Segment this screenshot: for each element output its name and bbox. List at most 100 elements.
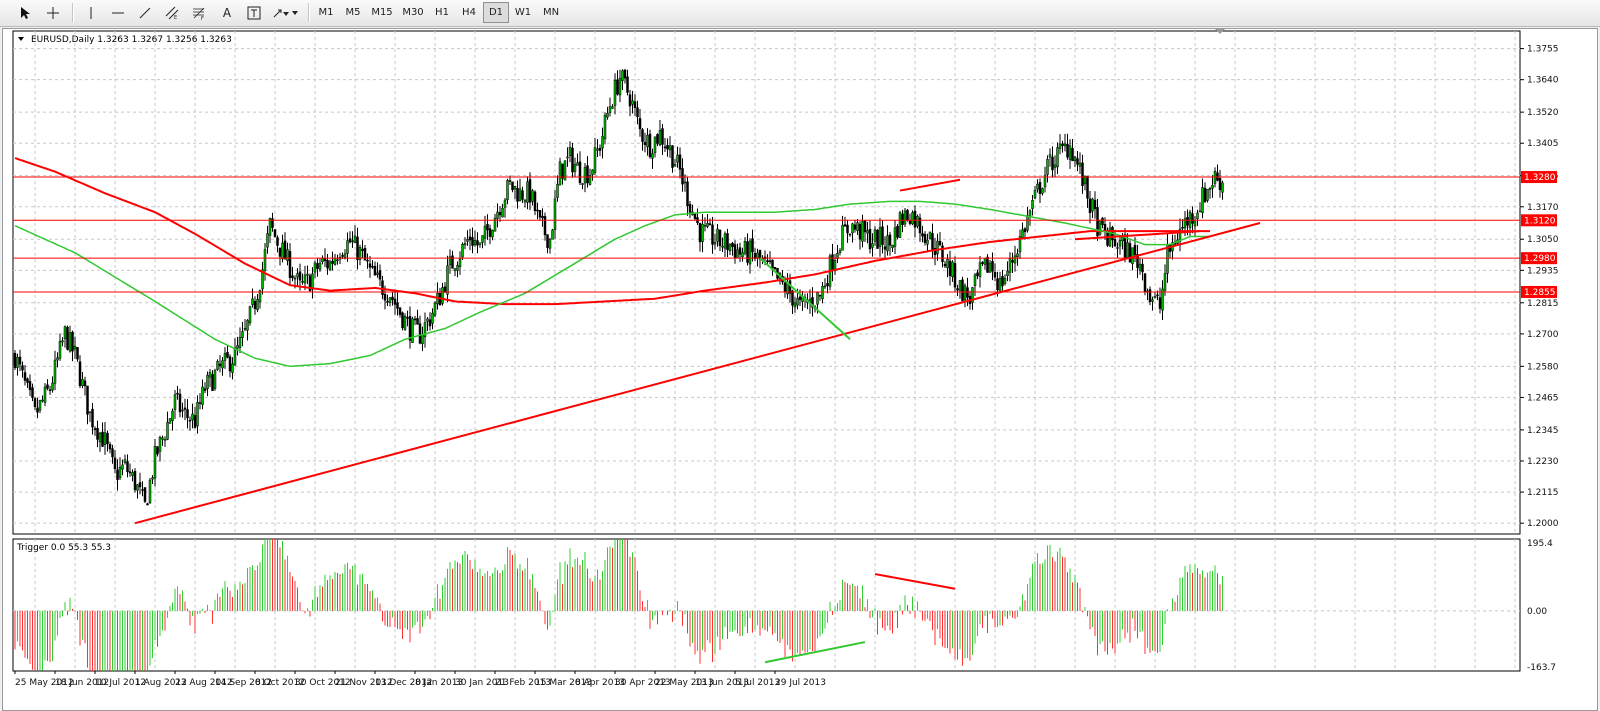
crosshair-icon[interactable] [42, 2, 64, 23]
candle [266, 233, 269, 248]
candle [311, 273, 314, 290]
candle [1161, 288, 1164, 311]
candle [711, 224, 714, 245]
candle [656, 134, 659, 144]
candle [848, 233, 852, 236]
candle [1191, 213, 1194, 224]
candle [178, 393, 182, 413]
candle [958, 280, 962, 291]
candle [891, 245, 894, 249]
candle [358, 247, 362, 260]
candle [293, 277, 297, 280]
candle [743, 241, 747, 254]
candle [946, 259, 949, 269]
candle [893, 227, 897, 247]
vertical-line-icon[interactable] [80, 2, 102, 23]
candle [313, 262, 317, 273]
candle [738, 247, 742, 255]
candle [161, 437, 164, 440]
equidistant-channel-icon[interactable]: E [161, 2, 183, 23]
candle [528, 179, 532, 203]
candle [626, 76, 629, 93]
candle [978, 262, 982, 278]
candle [113, 457, 117, 470]
timeframe-h4-button[interactable]: H4 [462, 7, 476, 18]
candle [553, 198, 557, 230]
candle [613, 80, 617, 106]
candle [1061, 143, 1064, 146]
candle [406, 317, 409, 319]
timeframe-w1-button[interactable]: W1 [514, 7, 532, 18]
candle [543, 216, 547, 236]
candle [611, 106, 614, 109]
candle [486, 223, 489, 231]
candle [1193, 219, 1197, 227]
candle [826, 283, 829, 286]
candle [413, 318, 417, 321]
fibonacci-icon[interactable]: F [188, 2, 210, 23]
candle [873, 229, 877, 242]
candle [531, 190, 534, 202]
x-tick-label: 29 Jul 2013 [775, 678, 826, 688]
candle [1116, 247, 1119, 249]
candle [366, 259, 369, 262]
candle [191, 413, 194, 421]
candle [1113, 239, 1117, 247]
text-label-icon[interactable] [243, 2, 265, 23]
trendline [899, 178, 961, 192]
candle [91, 408, 94, 428]
arrows-menu-icon[interactable] [270, 2, 302, 23]
candle [881, 226, 884, 245]
candle [348, 238, 352, 243]
candle [213, 370, 217, 389]
text-tool-label: A [222, 5, 232, 20]
candle [138, 482, 142, 488]
timeframe-m30-button[interactable]: M30 [402, 7, 424, 18]
candle [671, 145, 674, 168]
candle [283, 240, 287, 260]
indicator-info-label: Trigger 0.0 55.3 55.3 [16, 543, 111, 553]
chart-window[interactable]: 1.37551.36401.35201.34051.32851.31701.30… [2, 28, 1598, 711]
candle [751, 238, 754, 253]
candle [843, 224, 847, 227]
candle [636, 107, 639, 118]
price-grid [12, 30, 1521, 535]
text-tool-button[interactable]: A [216, 2, 238, 23]
candle [1021, 229, 1024, 238]
candle [876, 229, 879, 249]
horizontal-line-icon[interactable] [107, 2, 129, 23]
candle [988, 262, 992, 273]
candle [783, 282, 787, 293]
candle [558, 161, 562, 186]
timeframe-m15-button[interactable]: M15 [371, 7, 393, 18]
candle [351, 240, 354, 243]
y-tick-label: 1.2000 [1527, 519, 1559, 529]
candle [706, 222, 709, 227]
candle [1071, 148, 1074, 162]
candle [728, 244, 732, 251]
candle [203, 388, 207, 391]
timeframe-d1-button[interactable]: D1 [483, 2, 509, 23]
candle [243, 328, 247, 330]
timeframe-m5-button[interactable]: M5 [345, 7, 361, 18]
candle [916, 216, 919, 227]
candle [103, 432, 107, 445]
candle [556, 184, 559, 198]
timeframe-h1-button[interactable]: H1 [435, 7, 449, 18]
cursor-arrow-icon[interactable] [14, 2, 36, 23]
candle [461, 244, 464, 258]
candle [453, 268, 457, 271]
candle [16, 357, 19, 368]
chart-canvas[interactable]: 1.37551.36401.35201.34051.32851.31701.30… [3, 29, 1597, 710]
candle [646, 135, 649, 148]
timeframe-mn-button[interactable]: MN [542, 7, 560, 18]
candle [326, 260, 329, 269]
candle [1133, 245, 1137, 255]
candle [498, 212, 502, 216]
candle [566, 156, 569, 159]
candle [488, 228, 492, 237]
candle [816, 292, 819, 305]
timeframe-m1-button[interactable]: M1 [318, 7, 334, 18]
trendline-icon[interactable] [134, 2, 156, 23]
candle [933, 248, 937, 256]
